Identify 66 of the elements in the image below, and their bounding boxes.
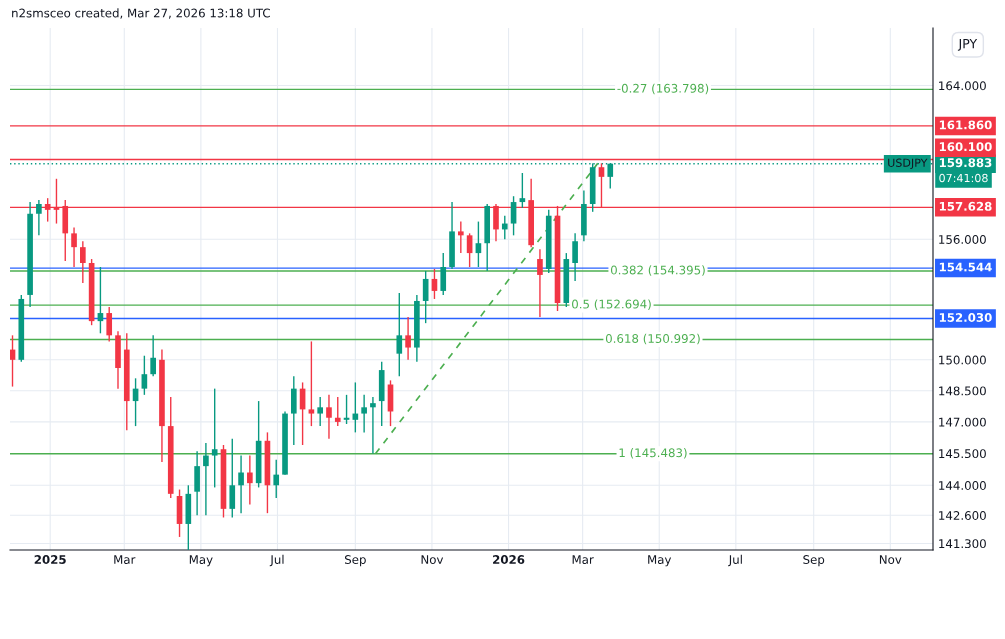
x-tick-label: Nov bbox=[421, 555, 444, 564]
candlestick bbox=[405, 316, 411, 361]
candlestick bbox=[141, 355, 148, 396]
x-tick-label: Mar bbox=[114, 555, 136, 564]
candlestick bbox=[519, 172, 526, 209]
x-tick-label: Mar bbox=[572, 555, 594, 564]
annotation: 0.618 (150.992) bbox=[605, 333, 700, 345]
candlestick bbox=[308, 340, 315, 427]
x-tick-label: Sep bbox=[344, 555, 366, 567]
y-tick-label: 148.500 bbox=[939, 386, 986, 396]
annotation: USDJPY bbox=[888, 158, 928, 169]
y-tick-label: 144.000 bbox=[939, 481, 986, 490]
ref-line-label: 159.883 bbox=[939, 158, 992, 168]
candlestick bbox=[150, 334, 156, 377]
x-tick-label: Jul bbox=[269, 554, 284, 567]
x-tick-label: 2025 bbox=[34, 555, 66, 564]
ref-line-label: 161.860 bbox=[939, 120, 992, 130]
candlestick bbox=[238, 454, 244, 514]
candlestick bbox=[370, 396, 376, 455]
candlestick bbox=[247, 454, 253, 506]
candlestick bbox=[273, 459, 280, 499]
candlestick bbox=[10, 334, 16, 388]
candlestick bbox=[607, 162, 614, 190]
ref-line-label: 160.100 bbox=[939, 142, 992, 152]
candlestick bbox=[317, 396, 323, 427]
candlestick bbox=[440, 252, 447, 296]
text: JPY bbox=[957, 39, 978, 51]
y-tick-label: 141.300 bbox=[939, 539, 986, 549]
candlestick bbox=[229, 437, 236, 519]
ref-line-label: 157.628 bbox=[939, 201, 992, 211]
candlestick bbox=[106, 306, 113, 343]
candlestick bbox=[80, 240, 86, 284]
text: 07:41:08 bbox=[939, 173, 988, 183]
candlestick bbox=[334, 396, 341, 427]
candlestick bbox=[572, 232, 578, 282]
x-tick-label: Nov bbox=[879, 555, 902, 564]
y-tick-label: 150.000 bbox=[939, 355, 986, 365]
candlestick bbox=[211, 387, 218, 489]
ref-line-label: 154.544 bbox=[939, 262, 992, 272]
y-tick-label: 145.500 bbox=[939, 449, 986, 459]
annotation: 0.382 (154.395) bbox=[610, 265, 705, 276]
x-tick-label: May bbox=[189, 555, 213, 567]
y-tick-label: 164.000 bbox=[939, 81, 986, 91]
annotation: 1 (145.483) bbox=[619, 448, 687, 459]
candlestick bbox=[501, 215, 508, 240]
candlestick bbox=[537, 248, 543, 318]
y-tick-label: 156.000 bbox=[939, 234, 986, 244]
candlestick bbox=[458, 220, 464, 254]
y-tick-label: 147.000 bbox=[939, 417, 986, 427]
x-tick-label: Sep bbox=[803, 555, 825, 567]
x-tick-label: May bbox=[648, 555, 672, 567]
candlestick bbox=[203, 442, 209, 517]
x-tick-label: Jul bbox=[728, 554, 742, 567]
text: n2smsceo created, Mar 27, 2026 13:18 UTC bbox=[12, 8, 270, 19]
candlestick bbox=[71, 226, 77, 268]
candlestick bbox=[361, 394, 367, 434]
ref-line-label: 152.030 bbox=[939, 313, 992, 322]
candlestick bbox=[466, 232, 473, 268]
candlestick bbox=[396, 292, 403, 377]
candlestick bbox=[36, 199, 42, 237]
x-tick-label: 2026 bbox=[493, 555, 525, 564]
annotation: 0.5 (152.694) bbox=[572, 299, 651, 310]
candlestick bbox=[326, 394, 332, 440]
annotation: -0.27 (163.798) bbox=[617, 83, 709, 95]
y-tick-label: 142.600 bbox=[939, 511, 986, 520]
candlestick bbox=[510, 195, 517, 237]
